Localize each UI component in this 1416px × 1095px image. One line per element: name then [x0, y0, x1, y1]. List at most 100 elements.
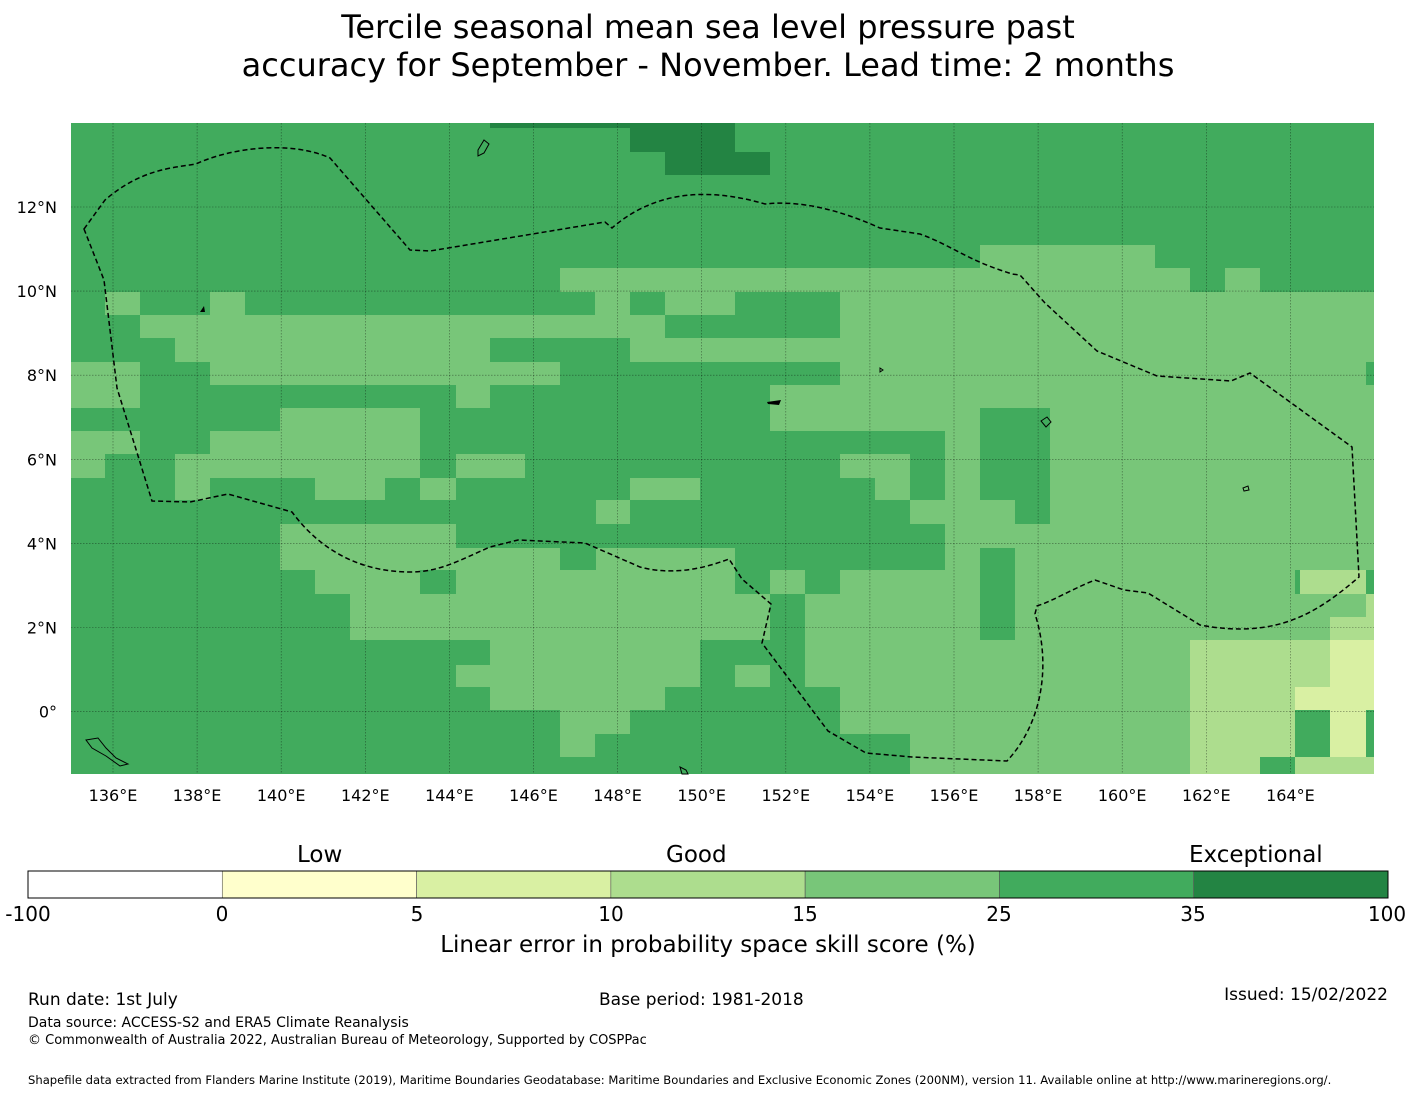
- skill-cell: [980, 385, 1050, 408]
- longitude-label: 156°E: [930, 786, 979, 805]
- skill-cell: [700, 292, 735, 315]
- skill-cell: [805, 640, 1190, 687]
- colorbar-segment: [416, 870, 612, 899]
- skill-cell: [1050, 500, 1374, 524]
- island-bismarck: [679, 766, 689, 775]
- skill-cell: [175, 315, 210, 338]
- island-chuuk: [767, 400, 781, 405]
- skill-cell: [280, 548, 560, 570]
- skill-cell: [595, 292, 630, 338]
- skill-cell: [805, 594, 840, 640]
- skill-cell: [140, 315, 175, 338]
- colorbar-segment: [610, 870, 806, 899]
- island-guam: [477, 139, 490, 157]
- longitude-label: 146°E: [509, 786, 558, 805]
- skill-cell: [770, 570, 805, 594]
- longitude-label: 150°E: [677, 786, 726, 805]
- longitude-labels: 136°E 138°E 140°E 142°E 144°E 146°E 148°E 150°E…: [89, 786, 1315, 805]
- colorbar-tick: -100: [5, 902, 51, 926]
- skill-cell: [596, 548, 735, 570]
- longitude-label: 154°E: [846, 786, 895, 805]
- longitude-label: 152°E: [761, 786, 810, 805]
- skill-cell: [1366, 594, 1374, 617]
- skill-cell: [630, 128, 735, 152]
- skill-cell: [875, 478, 910, 500]
- colorbar-tick: 0: [215, 902, 229, 926]
- colorbar: [27, 870, 1389, 899]
- colorbar-tick: 10: [598, 902, 624, 926]
- skill-cell: [910, 500, 1015, 524]
- latitude-labels: 12°N 10°N 8°N 6°N 4°N 2°N 0°: [17, 198, 57, 722]
- map-title-line-2: accuracy for September - November. Lead …: [241, 46, 1175, 84]
- skill-cell: [840, 570, 980, 640]
- longitude-label: 138°E: [173, 786, 222, 805]
- colorbar-tick: 15: [792, 902, 818, 926]
- colorbar-tick: 35: [1180, 902, 1206, 926]
- longitude-label: 142°E: [341, 786, 390, 805]
- skill-cell: [315, 570, 420, 594]
- islands: [85, 139, 1250, 775]
- skill-cell: [1260, 757, 1295, 774]
- skill-cell: [980, 245, 1155, 292]
- skill-cell: [490, 687, 665, 710]
- latitude-label: 10°N: [17, 282, 57, 301]
- island-papua-north-coast: [85, 737, 130, 767]
- skill-cell: [910, 734, 1190, 774]
- skill-cell: [490, 315, 595, 338]
- skill-cell: [665, 338, 840, 362]
- skill-cell: [665, 152, 770, 175]
- latitude-label: 4°N: [27, 534, 57, 553]
- base-period: Base period: 1981-2018: [599, 990, 804, 1010]
- run-date: Run date: 1st July: [28, 990, 178, 1010]
- latitude-label: 12°N: [17, 198, 57, 217]
- issued-date: Issued: 15/02/2022: [1224, 985, 1388, 1005]
- skill-cell: [71, 362, 140, 408]
- skill-cell: [1366, 362, 1374, 385]
- colorbar-segment: [27, 870, 223, 899]
- skill-cell: [456, 665, 700, 687]
- skill-cell: [105, 431, 140, 454]
- skill-cell: [840, 687, 1190, 734]
- category-exceptional: Exceptional: [1189, 842, 1323, 868]
- longitude-label: 164°E: [1266, 786, 1315, 805]
- data-source: Data source: ACCESS-S2 and ERA5 Climate …: [28, 1015, 409, 1031]
- skill-cell: [456, 385, 490, 408]
- skill-cell: [596, 500, 630, 524]
- longitude-label: 144°E: [425, 786, 474, 805]
- skill-cell: [665, 292, 700, 315]
- skill-cell: [1155, 268, 1190, 292]
- skill-cell: [945, 524, 1374, 548]
- skill-cell: [840, 454, 910, 478]
- skill-cell: [560, 268, 980, 292]
- skill-cell: [630, 478, 700, 500]
- longitude-label: 160°E: [1098, 786, 1147, 805]
- skill-cell: [945, 548, 980, 570]
- skill-cell: [280, 524, 456, 548]
- skill-cell: [1330, 710, 1366, 757]
- skill-cell: [630, 315, 665, 362]
- colorbar-frame: [27, 870, 1389, 899]
- skill-cell: [1225, 268, 1260, 292]
- longitude-label: 162°E: [1182, 786, 1231, 805]
- skill-cell: [280, 408, 420, 454]
- skill-cell: [315, 362, 560, 385]
- island-pohnpei: [1040, 416, 1052, 428]
- longitude-label: 148°E: [593, 786, 642, 805]
- latitude-label: 2°N: [27, 619, 57, 638]
- skill-cell: [105, 292, 140, 315]
- skill-cell: [175, 338, 210, 362]
- latitude-label: 8°N: [27, 366, 57, 385]
- skill-cell: [456, 570, 735, 594]
- skill-cell: [560, 734, 595, 757]
- island-kosrae: [1242, 485, 1250, 492]
- skill-cell: [1330, 617, 1374, 640]
- eez-boundary: [83, 146, 1360, 762]
- longitude-label: 158°E: [1014, 786, 1063, 805]
- colorbar-label: Linear error in probability space skill …: [440, 932, 976, 958]
- latitude-label: 0°: [39, 703, 57, 722]
- skill-cell: [175, 454, 210, 500]
- skill-cell: [210, 292, 245, 315]
- skill-cell: [1300, 570, 1366, 594]
- skill-cell: [71, 431, 105, 478]
